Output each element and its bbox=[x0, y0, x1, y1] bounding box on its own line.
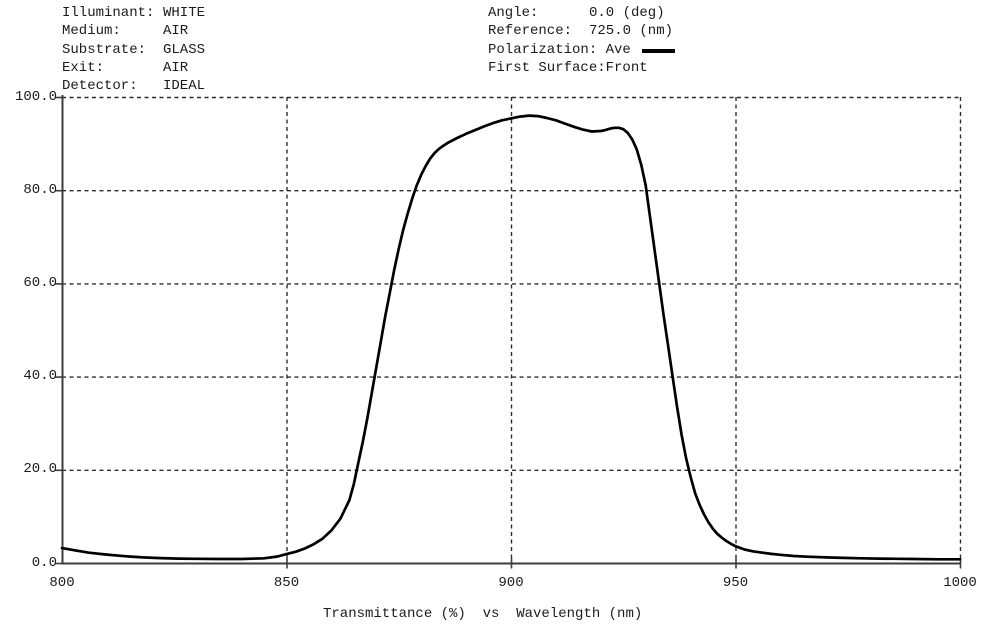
y-tick-label: 20.0 bbox=[23, 461, 57, 478]
param-label: Angle: bbox=[488, 5, 539, 21]
y-tick-label: 0.0 bbox=[31, 554, 57, 571]
param-row-first-surface: First Surface: Front bbox=[488, 59, 675, 77]
param-row-angle: Angle: 0.0 (deg) bbox=[488, 4, 675, 22]
y-tick-label: 60.0 bbox=[23, 274, 57, 291]
param-row-exit: Exit: AIR bbox=[62, 59, 205, 77]
param-row-illuminant: Illuminant: WHITE bbox=[62, 4, 205, 22]
tick-marks bbox=[55, 96, 962, 569]
x-tick-label: 950 bbox=[722, 575, 749, 591]
param-row-polarization: Polarization: Ave bbox=[488, 41, 675, 59]
x-tick-label: 900 bbox=[498, 575, 524, 591]
transmittance-curve bbox=[60, 114, 962, 561]
param-value: GLASS bbox=[163, 41, 206, 58]
system-parameters-left: Illuminant: WHITE Medium: AIR Substrate: GLAS… bbox=[62, 4, 205, 95]
param-row-medium: Medium: AIR bbox=[62, 22, 205, 40]
param-label: Medium: bbox=[62, 23, 121, 40]
x-tick-label: 850 bbox=[273, 575, 300, 591]
param-value: AIR bbox=[163, 23, 189, 40]
legend-line-swatch bbox=[641, 48, 675, 53]
param-value: Front bbox=[605, 59, 648, 76]
param-value: IDEAL bbox=[163, 78, 206, 95]
param-label: Exit: bbox=[62, 59, 105, 76]
param-row-substrate: Substrate: GLASS bbox=[62, 41, 205, 59]
param-row-detector: Detector: IDEAL bbox=[62, 77, 205, 95]
y-tick-label: 40.0 bbox=[23, 368, 57, 385]
param-value: 725.0 (nm) bbox=[589, 23, 674, 40]
param-label: Polarization: bbox=[488, 41, 606, 58]
param-label: Reference: bbox=[488, 23, 573, 40]
y-tick-label: 80.0 bbox=[23, 181, 57, 198]
param-label: Substrate: bbox=[62, 41, 147, 58]
y-tick-label: 100.0 bbox=[14, 88, 57, 105]
x-tick-label: 1000 bbox=[943, 575, 977, 591]
chart-title: Transmittance (%) vs Wavelength (nm) bbox=[323, 606, 643, 622]
param-row-reference: Reference: 725.0 (nm) bbox=[488, 22, 675, 40]
system-parameters-right: Angle: 0.0 (deg) Reference: 725.0 (nm) Polar… bbox=[488, 4, 675, 77]
param-label: Detector: bbox=[62, 78, 138, 95]
param-label: Illuminant: bbox=[62, 5, 155, 21]
param-value: AIR bbox=[163, 59, 189, 76]
param-value: Ave bbox=[605, 41, 631, 58]
x-tick-label: 800 bbox=[49, 575, 75, 591]
param-value: 0.0 (deg) bbox=[589, 5, 665, 21]
param-value: WHITE bbox=[163, 5, 206, 21]
gridlines bbox=[62, 96, 962, 563]
param-label: First Surface: bbox=[488, 59, 606, 76]
